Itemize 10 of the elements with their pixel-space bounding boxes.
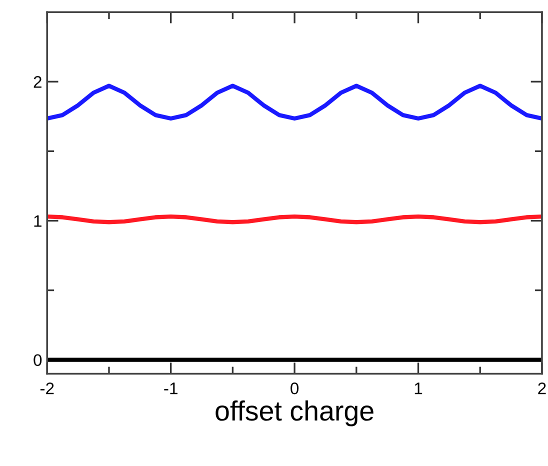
y-tick-label: 0	[34, 354, 42, 366]
y-tick-label: 1	[34, 215, 42, 227]
line-series	[47, 84, 542, 121]
x-tick-label: -1	[164, 382, 178, 394]
y-tick-label: 2	[34, 76, 42, 88]
x-tick-label: 2	[538, 382, 546, 394]
x-tick-label: 0	[290, 382, 299, 394]
x-axis-title: offset charge	[216, 400, 374, 426]
x-tick-label: -2	[40, 382, 54, 394]
x-tick-label: 1	[414, 382, 422, 394]
